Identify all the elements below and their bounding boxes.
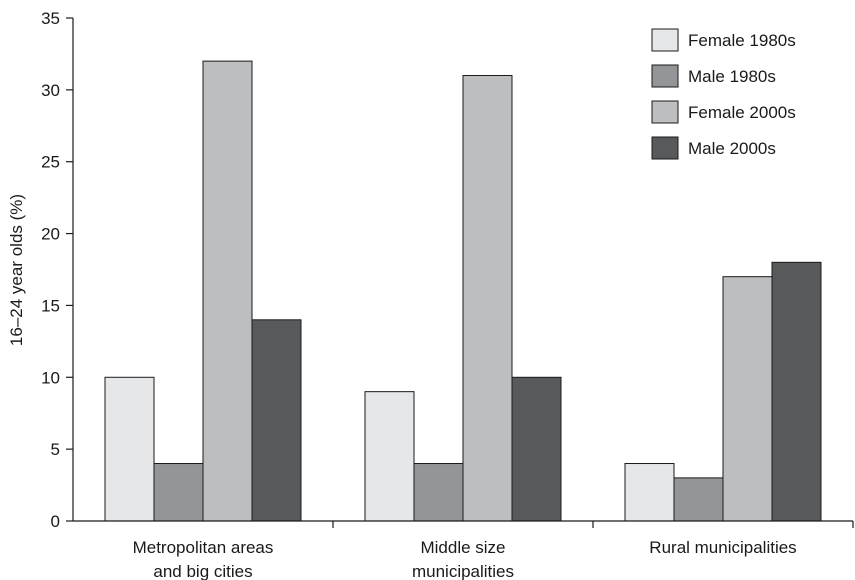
x-category-label: Middle size: [420, 538, 505, 557]
legend-swatch: [651, 136, 679, 160]
bar-female-1980s: [364, 391, 415, 522]
category-labels: Metropolitan areas and big cities Middle s…: [133, 538, 797, 580]
legend-swatch: [651, 100, 679, 124]
y-tick-label: 0: [51, 512, 60, 531]
y-tick-label: 35: [41, 9, 60, 28]
bar-male-1980s: [413, 463, 464, 522]
legend-label: Male 2000s: [688, 139, 776, 158]
legend-swatch: [651, 64, 679, 88]
legend-label: Male 1980s: [688, 67, 776, 86]
bar-female-1980s: [104, 376, 155, 522]
y-tick-label: 5: [51, 440, 60, 459]
bar-female-2000s: [462, 74, 513, 522]
bar-female-2000s: [202, 60, 253, 522]
y-tick-label: 10: [41, 368, 60, 387]
y-tick-label: 15: [41, 296, 60, 315]
y-tick-label: 30: [41, 81, 60, 100]
x-category-label: Rural municipalities: [649, 538, 796, 557]
bar-male-2000s: [771, 261, 822, 522]
bar-male-2000s: [511, 376, 562, 522]
legend-label: Female 1980s: [688, 31, 796, 50]
y-axis-ticks: 0 5 10 15 20 25 30 35: [41, 9, 73, 531]
y-axis-title: 16–24 year olds (%): [7, 194, 26, 346]
bars: [104, 60, 822, 522]
legend-swatch: [651, 28, 679, 52]
legend: Female 1980s Male 1980s Female 2000s Male 2…: [651, 28, 796, 160]
x-category-label: and big cities: [153, 562, 252, 580]
legend-label: Female 2000s: [688, 103, 796, 122]
bar-male-1980s: [153, 463, 204, 522]
y-tick-label: 25: [41, 153, 60, 172]
x-category-label: municipalities: [412, 562, 514, 580]
bar-female-1980s: [624, 463, 675, 522]
bar-female-2000s: [722, 276, 773, 522]
x-axis-ticks: [332, 521, 854, 528]
bar-male-1980s: [673, 477, 724, 522]
x-category-label: Metropolitan areas: [133, 538, 274, 557]
y-tick-label: 20: [41, 225, 60, 244]
bar-male-2000s: [251, 319, 302, 522]
